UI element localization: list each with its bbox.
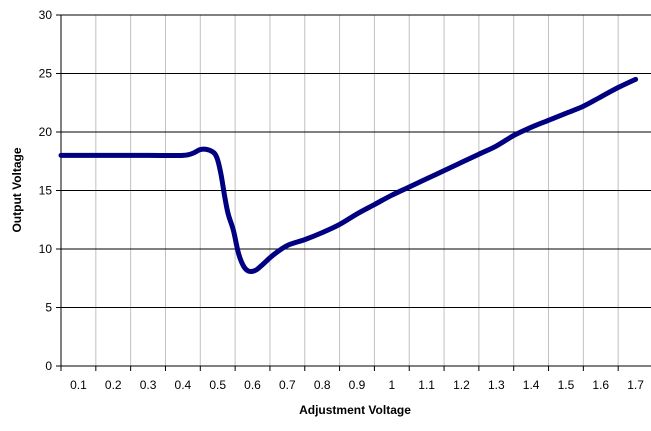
y-axis-title: Output Voltage — [10, 147, 24, 232]
series-line — [58, 76, 639, 274]
x-tick-label: 0.7 — [279, 378, 296, 392]
x-tick-label: 0.1 — [70, 378, 87, 392]
x-tick-label: 1.7 — [627, 378, 644, 392]
x-tick-label: 0.5 — [209, 378, 226, 392]
y-tick-label: 15 — [39, 184, 53, 198]
y-tick-label: 30 — [39, 8, 53, 22]
y-tick-label: 5 — [45, 301, 52, 315]
x-tick-label: 1.3 — [488, 378, 505, 392]
y-tick-label: 10 — [39, 242, 53, 256]
x-tick-label: 0.3 — [140, 378, 157, 392]
x-tick-label: 1 — [388, 378, 395, 392]
x-tick-label: 1.4 — [523, 378, 540, 392]
x-axis-ticks: 0.1 0.2 0.3 0.4 0.5 0.6 0.7 0.8 0.9 1 1.1 1.2 1.3 1.4… — [60, 366, 644, 392]
x-tick-label: 1.6 — [592, 378, 609, 392]
x-tick-label: 1.5 — [558, 378, 575, 392]
y-axis-ticks: 0 5 10 15 20 25 30 — [39, 8, 61, 373]
x-tick-label: 1.1 — [418, 378, 435, 392]
x-tick-label: 0.9 — [349, 378, 366, 392]
x-tick-label: 0.8 — [314, 378, 331, 392]
x-axis-title: Adjustment Voltage — [299, 403, 411, 417]
horizontal-gridlines — [61, 73, 651, 308]
x-tick-label: 1.2 — [453, 378, 470, 392]
y-tick-label: 20 — [39, 125, 53, 139]
y-tick-label: 0 — [45, 359, 52, 373]
x-tick-label: 0.6 — [244, 378, 261, 392]
y-tick-label: 25 — [39, 67, 53, 81]
x-tick-label: 0.2 — [105, 378, 122, 392]
x-tick-label: 0.4 — [175, 378, 192, 392]
series-layer — [58, 76, 639, 274]
